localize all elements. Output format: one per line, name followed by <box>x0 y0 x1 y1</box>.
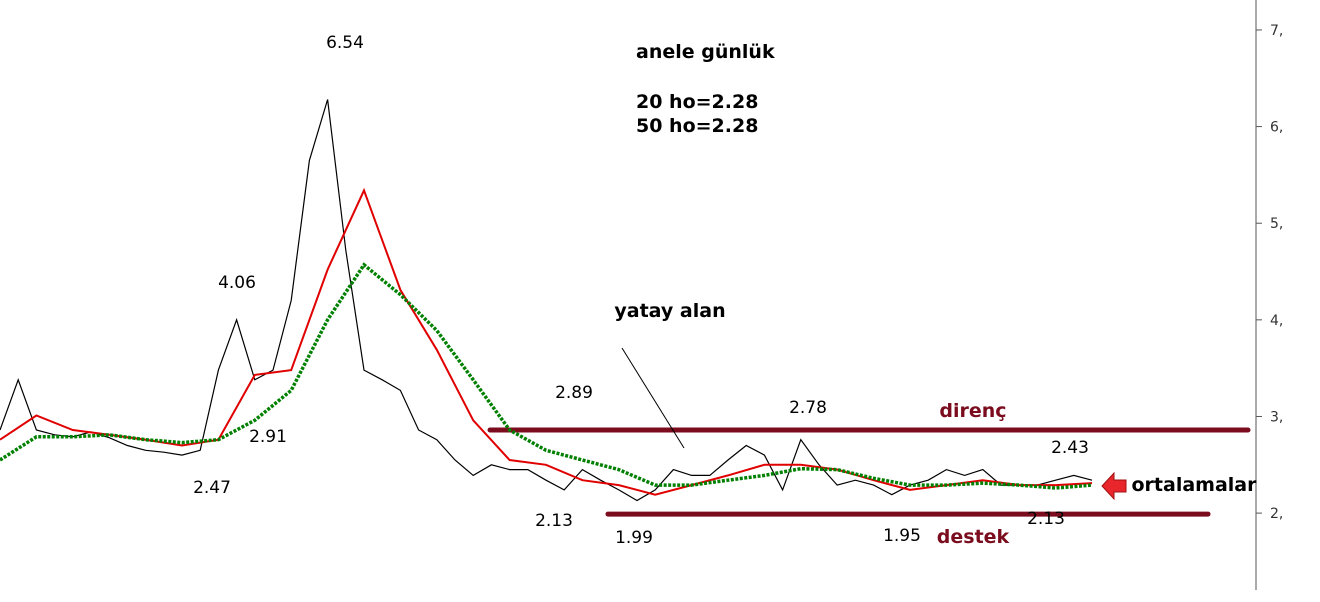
annotation: yatay alan <box>614 300 725 322</box>
level-label: direnç <box>939 400 1006 422</box>
annotation: 1.95 <box>883 526 921 546</box>
annotation: 2.43 <box>1051 438 1089 458</box>
y-tick-label: 5, <box>1270 216 1283 232</box>
annotation: 2.47 <box>193 478 231 498</box>
pointer <box>621 347 685 449</box>
arrow <box>1101 471 1127 501</box>
y-tick-label: 7, <box>1270 23 1283 39</box>
annotation: 6.54 <box>326 33 364 53</box>
series-line <box>0 187 1093 496</box>
annotation: 2.13 <box>1027 509 1065 529</box>
annotation: 4.06 <box>218 273 256 293</box>
series-line <box>0 262 1093 490</box>
subtitle: 50 ho=2.28 <box>636 115 758 137</box>
annotation: 2.89 <box>555 383 593 403</box>
subtitle: 20 ho=2.28 <box>636 91 758 113</box>
annotation: ortalamalar <box>1132 474 1258 496</box>
annotation: 2.91 <box>249 427 287 447</box>
annotation: 2.78 <box>789 398 827 418</box>
y-tick-label: 6, <box>1270 120 1283 136</box>
annotation: 1.99 <box>615 528 653 548</box>
series-line <box>0 99 1093 502</box>
chart-title: anele günlük <box>636 41 775 63</box>
y-tick-label: 2, <box>1270 506 1283 522</box>
annotation: 2.13 <box>535 511 573 531</box>
y-tick-label: 3, <box>1270 409 1283 425</box>
level-label: destek <box>937 526 1010 548</box>
y-tick-label: 4, <box>1270 313 1283 329</box>
